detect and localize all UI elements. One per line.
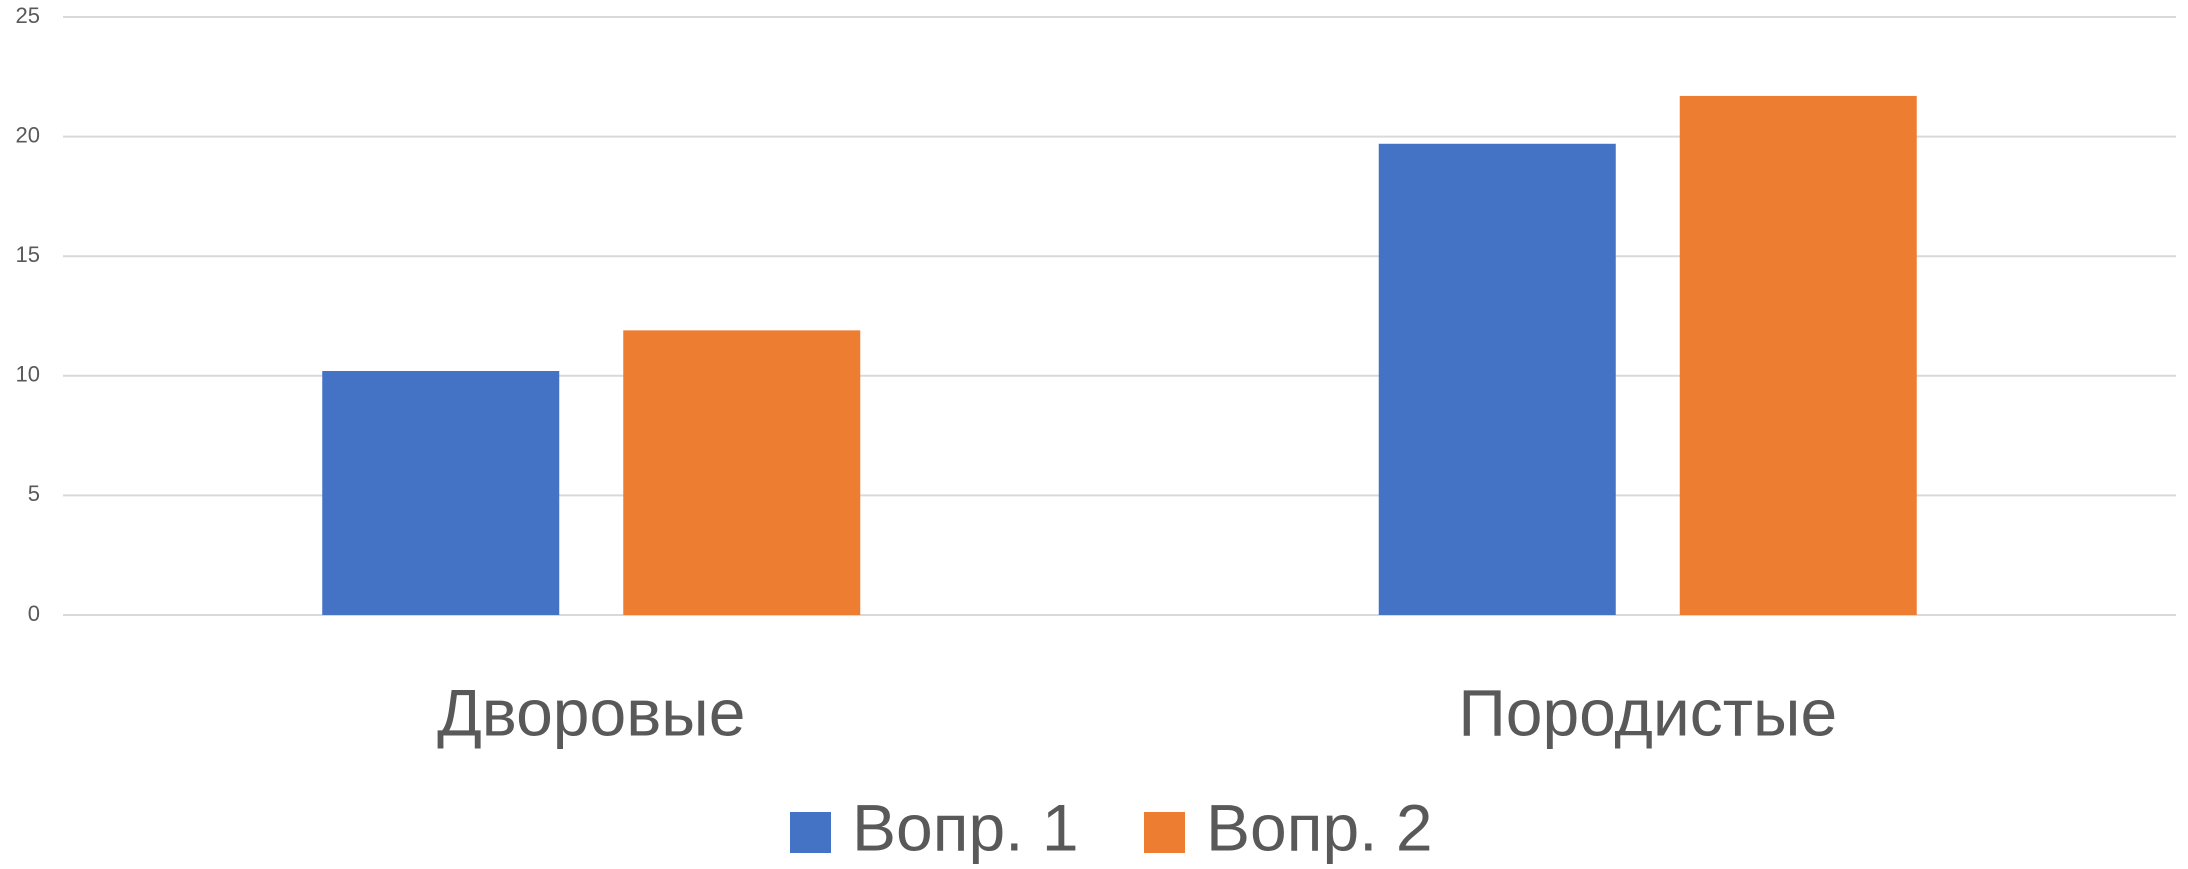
y-tick-label: 25 bbox=[16, 3, 40, 28]
legend-swatch bbox=[790, 812, 831, 853]
y-tick-label: 15 bbox=[16, 242, 40, 267]
y-tick-label: 0 bbox=[28, 601, 40, 626]
bar bbox=[623, 330, 861, 615]
y-tick-label: 10 bbox=[16, 362, 40, 387]
y-tick-label: 5 bbox=[28, 481, 40, 506]
bar bbox=[322, 371, 560, 615]
y-tick-label: 20 bbox=[16, 122, 40, 147]
bar bbox=[1679, 95, 1917, 616]
x-tick-label: Дворовые bbox=[437, 675, 745, 749]
bar bbox=[1378, 143, 1616, 615]
x-tick-label: Породистые bbox=[1458, 675, 1837, 749]
legend-label: Вопр. 1 bbox=[852, 790, 1079, 864]
legend-swatch bbox=[1144, 812, 1185, 853]
legend-label: Вопр. 2 bbox=[1206, 790, 1433, 864]
